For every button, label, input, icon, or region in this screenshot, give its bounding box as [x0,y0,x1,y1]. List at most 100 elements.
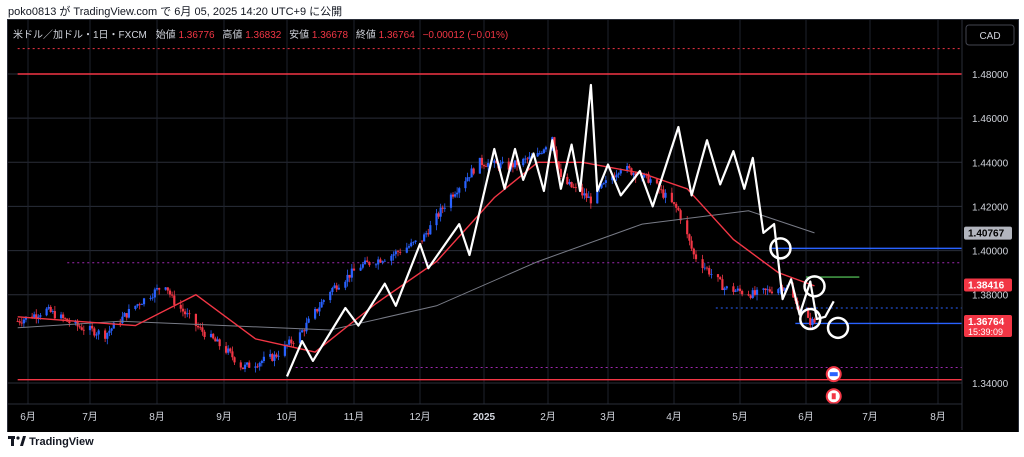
candle-body [106,332,109,339]
candle-body [20,322,23,324]
candle-body [216,339,219,342]
candle-body [383,260,386,262]
price-axis[interactable]: 1.48000 1.46000 1.44000 1.42000 1.40000 1.380… [972,70,1009,390]
candle-body [439,207,442,217]
candle-body [166,287,169,291]
candle-body [723,288,726,291]
candle-body [394,251,397,255]
x-tick-label: 3月 [600,411,616,423]
horizontal-lines [17,48,962,381]
candle-body [626,165,629,171]
candle-body [664,192,667,198]
candle-body [464,181,467,189]
candle-body [186,313,189,315]
ma-slow-line [17,210,815,331]
candle-body [441,207,444,209]
candle-body [524,158,527,160]
candle-body [346,274,349,282]
legend-close: 1.36764 [379,30,416,41]
candle-body [807,309,810,318]
candle-body [271,354,274,361]
candle-body [366,260,369,263]
candle-body [329,291,332,301]
candle-body [305,322,308,332]
candle-body [538,153,541,154]
candle-body [581,187,584,196]
legend-symbol: 米ドル／加ドル・1日・FXCM [13,28,147,41]
candle-body [181,308,185,312]
candle-body [643,173,646,178]
candle-body [429,225,432,235]
candle-body [292,343,295,345]
currency-button[interactable]: CAD [965,24,1015,46]
candle-body [619,170,622,174]
candle-body [16,321,19,322]
candle-body [425,233,428,235]
candle-body [97,330,100,335]
candle-body [285,344,289,346]
candle-body [142,298,146,305]
candle-body [710,274,713,275]
ma-fast-line [17,161,815,353]
candle-body [171,294,174,296]
x-tick-label: 6月 [798,411,814,423]
candle-body [515,160,519,166]
candle-body [458,188,461,193]
x-tick-label: 2月 [540,411,556,423]
candle-body [377,259,380,265]
candle-body [298,332,302,344]
zigzag-line [285,83,835,377]
highlight-circle [799,307,822,331]
candle-body [688,234,691,241]
candle-body [246,362,249,365]
candle-body [301,330,304,333]
x-tick-label: 2025 [473,412,496,423]
candle-body [303,330,306,332]
candle-body [540,153,543,154]
y-tick-label: 1.44000 [972,158,1009,169]
footer-brand[interactable]: TradingView [8,436,94,448]
candle-body [777,289,780,294]
candle-body [511,163,515,168]
candle-body [136,304,139,306]
candle-body [201,327,204,332]
candle-body [396,251,400,253]
candle-body [88,325,92,331]
candle-body [173,295,176,305]
candle-body [93,328,96,336]
candle-body [662,189,665,198]
candle-body [283,344,286,356]
currency-button-label: CAD [979,31,1000,42]
candle-body [751,290,754,298]
candle-body [686,220,689,235]
candle-body [348,274,351,278]
candle-body [164,287,167,290]
price-badge-bg [964,226,1012,240]
candle-body [478,157,481,174]
candle-body [472,168,475,174]
candle-body [337,287,340,290]
candle-body [168,290,172,295]
legend-open: 1.36776 [178,30,215,41]
candle-body [692,248,695,255]
x-tick-label: 7月 [862,411,878,423]
candle-body [74,321,77,324]
time-axis[interactable]: 6月 7月 8月 9月 10月 11月 12月 2025 2月 3月 4月 5月 6月 7月 8月 [20,411,946,423]
candle-body [368,262,371,266]
candle-body [466,177,469,182]
candle-body [725,286,728,289]
candle-body [716,274,720,278]
candle-body [119,322,122,324]
candle-body [194,313,198,326]
legend-high: 1.36832 [245,30,282,41]
candle-body [203,331,206,337]
candle-body [604,180,607,183]
publish-header: poko0813 が TradingView.com で 6月 05, 2025… [0,0,1024,18]
candle-body [51,311,54,312]
candle-body [613,176,616,178]
candle-body [522,158,525,166]
candle-body [381,261,384,263]
candle-body [22,319,25,324]
